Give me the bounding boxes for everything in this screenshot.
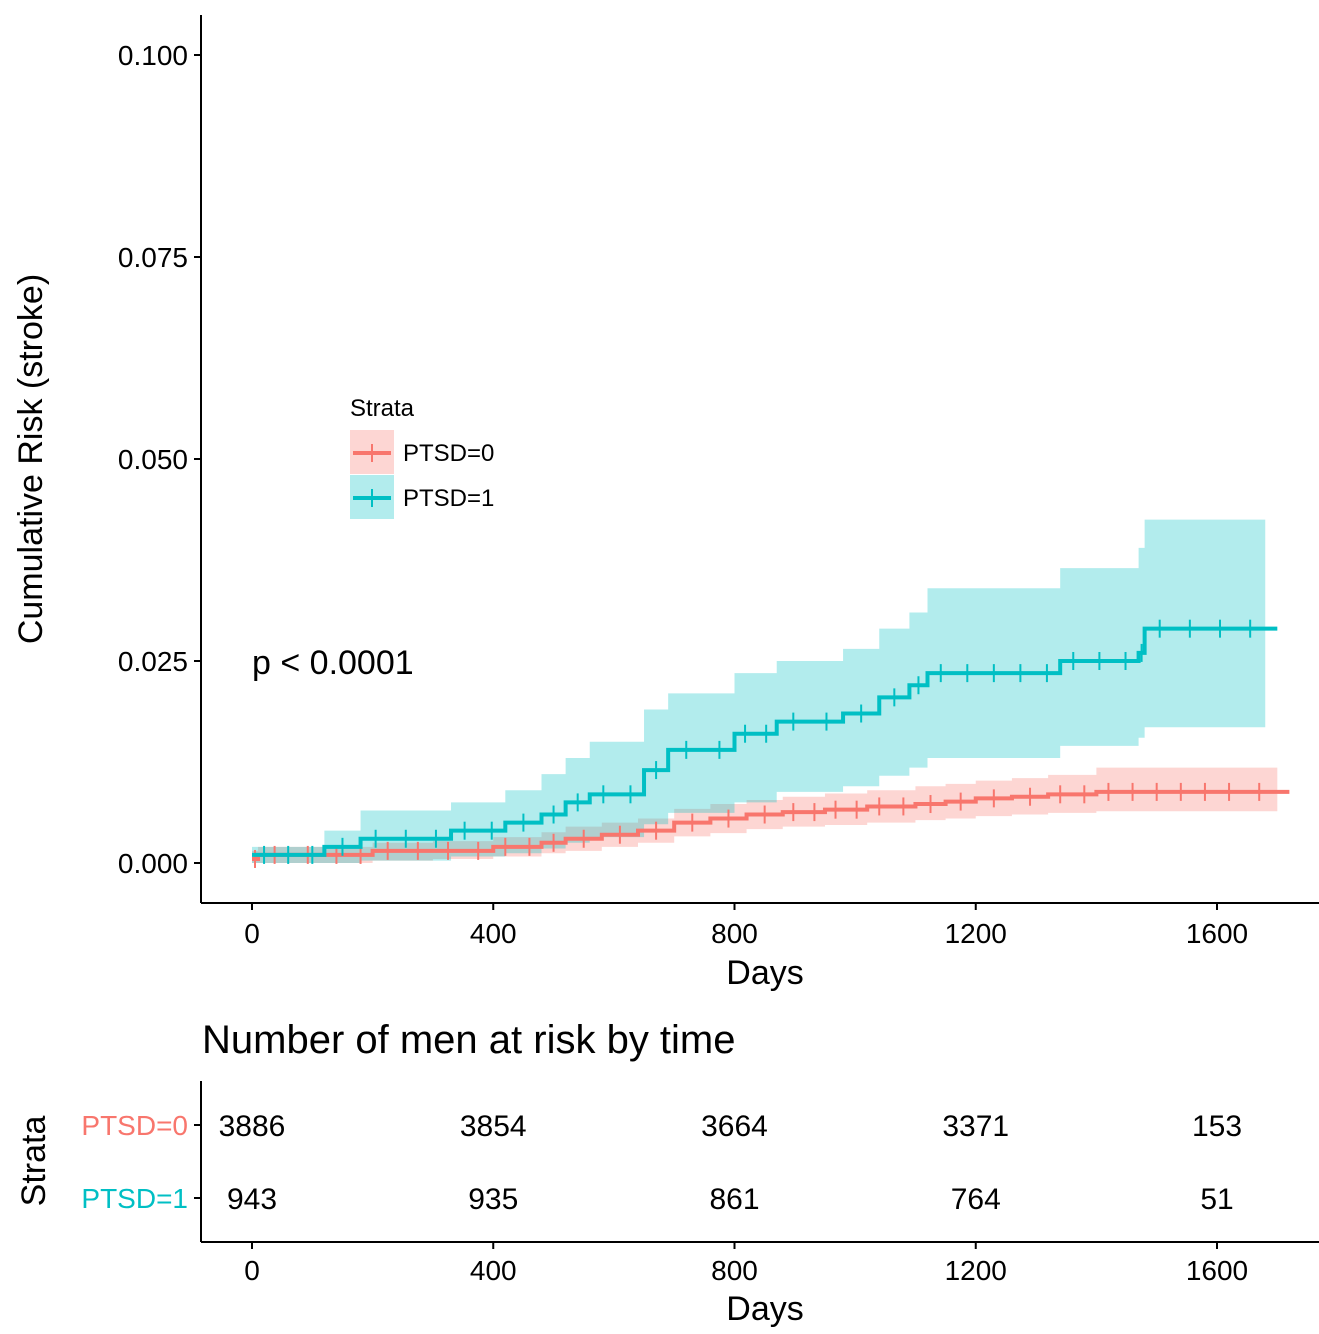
risk-table-row-0: PTSD=0 3886 3854 3664 3371 153 (81, 1110, 1242, 1143)
risk-table-cell: 943 (227, 1183, 277, 1216)
risk-table-row-label: PTSD=1 (81, 1183, 188, 1214)
risk-table-x-tick-label: 400 (470, 1255, 517, 1286)
x-axis-title: Days (726, 954, 803, 992)
legend-item-1: PTSD=1 (350, 475, 494, 519)
p-value-annotation: p < 0.0001 (252, 644, 414, 682)
risk-table-x-tick-label: 1200 (945, 1255, 1007, 1286)
risk-table-x-title: Days (726, 1290, 803, 1328)
censor-marks-series-1 (263, 619, 1252, 864)
risk-table-cell: 3886 (219, 1110, 286, 1143)
x-tick-label: 1200 (945, 918, 1007, 949)
y-tick-label: 0.100 (118, 40, 188, 71)
risk-table-x-tick-label: 1600 (1186, 1255, 1248, 1286)
risk-table-x-tick-label: 0 (244, 1255, 260, 1286)
risk-table: Number of men at risk by time PTSD=0 3886 3… (15, 1018, 1319, 1328)
legend-label: PTSD=1 (403, 485, 494, 512)
risk-table-title: Number of men at risk by time (202, 1018, 736, 1062)
y-tick-label: 0.000 (118, 848, 188, 879)
risk-table-cell: 935 (468, 1183, 518, 1216)
risk-table-cell: 3371 (942, 1110, 1009, 1143)
y-tick-label: 0.075 (118, 242, 188, 273)
main-axes: 0.000 0.025 0.050 0.075 0.100 0 400 800 1200 1600… (12, 15, 1319, 992)
risk-table-y-title: Strata (15, 1116, 53, 1207)
legend: Strata PTSD=0 PTSD=1 (350, 395, 494, 519)
x-tick-label: 400 (470, 918, 517, 949)
risk-table-row-label: PTSD=0 (81, 1110, 188, 1141)
confidence-band-series-1 (252, 519, 1266, 863)
legend-label: PTSD=0 (403, 440, 494, 467)
x-tick-label: 800 (711, 918, 758, 949)
legend-item-0: PTSD=0 (350, 430, 494, 474)
risk-table-cell: 3664 (701, 1110, 768, 1143)
y-tick-label: 0.050 (118, 444, 188, 475)
risk-table-cell: 3854 (460, 1110, 527, 1143)
x-tick-label: 0 (244, 918, 260, 949)
annotations: p < 0.0001 (252, 644, 414, 682)
y-axis-title: Cumulative Risk (stroke) (12, 274, 50, 644)
x-tick-label: 1600 (1186, 918, 1248, 949)
risk-table-row-1: PTSD=1 943 935 861 764 51 (81, 1183, 1233, 1216)
risk-table-cell: 764 (951, 1183, 1001, 1216)
legend-title: Strata (350, 395, 415, 422)
y-tick-label: 0.025 (118, 646, 188, 677)
risk-table-x-tick-label: 800 (711, 1255, 758, 1286)
risk-table-cell: 51 (1200, 1183, 1233, 1216)
risk-table-cell: 153 (1192, 1110, 1242, 1143)
risk-curves (252, 619, 1290, 868)
risk-table-cell: 861 (709, 1183, 759, 1216)
